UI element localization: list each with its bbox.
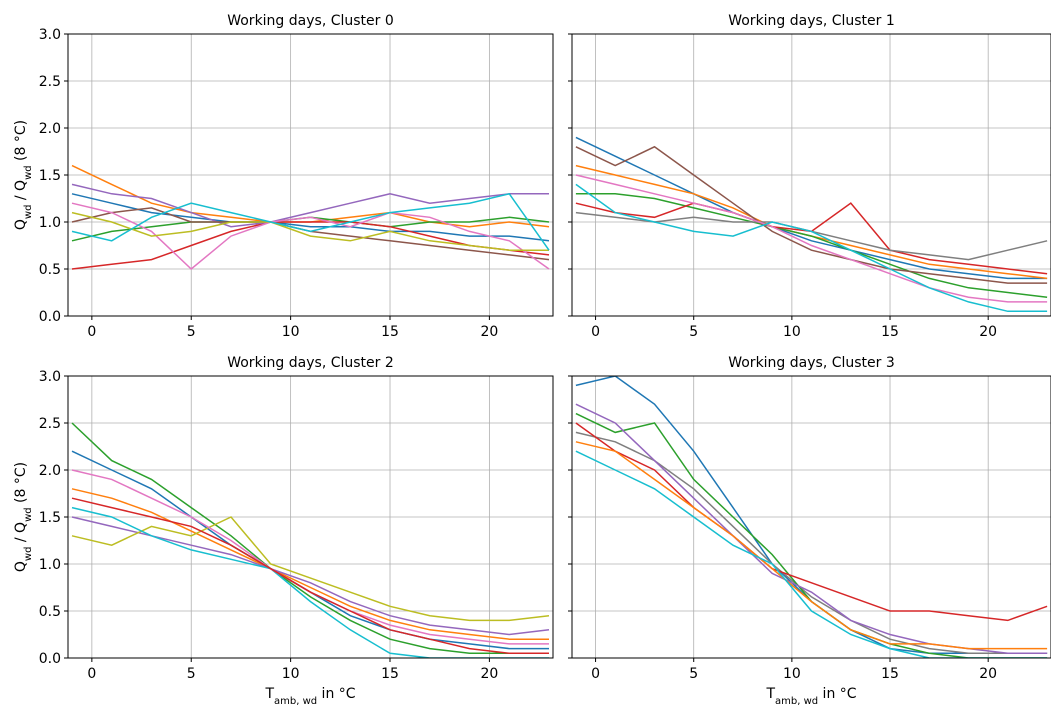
- x-axis-label-part: amb, wd: [274, 696, 317, 706]
- series-line: [71, 192, 550, 251]
- subplot: 0.0 0.5 1.0 1.5 2.0 2.5 3.0 0 5 10 15 20 Working day…: [13, 355, 554, 706]
- y-tick-label: 1.0: [39, 215, 61, 231]
- x-tick-label: 0: [591, 324, 600, 340]
- x-axis-label-part: amb, wd: [775, 696, 818, 706]
- subplot-title: Working days, Cluster 2: [227, 355, 394, 371]
- series-line: [71, 450, 549, 650]
- y-axis-label-part: wd: [23, 547, 34, 562]
- axes-frame: [67, 375, 554, 659]
- series-line: [575, 412, 1048, 658]
- series-line: [71, 422, 549, 655]
- series-line: [575, 136, 1048, 280]
- y-axis-label-part: wd: [23, 507, 34, 522]
- series-line: [575, 441, 1048, 650]
- x-tick-label: 0: [87, 324, 96, 340]
- x-tick-label: 15: [881, 324, 899, 340]
- x-tick-label: 10: [282, 324, 300, 340]
- series-line: [71, 183, 549, 228]
- y-axis-label-part: / Q: [13, 180, 29, 205]
- x-axis-label-part: T: [264, 686, 274, 702]
- series-line: [575, 450, 1048, 658]
- series-line: [575, 202, 1048, 275]
- x-axis-label-part: in °C: [818, 686, 857, 702]
- x-axis-label: Tamb, wd in °C: [765, 686, 856, 706]
- x-tick-label: 20: [979, 324, 997, 340]
- series-line: [575, 193, 1048, 298]
- y-tick-label: 3.0: [39, 369, 61, 385]
- axes-frame: [571, 33, 1051, 317]
- lines: [575, 376, 1048, 658]
- series-line: [575, 174, 1048, 303]
- x-tick-label: 15: [881, 666, 899, 682]
- x-tick-label: 15: [381, 666, 399, 682]
- y-axis-label-part: wd: [23, 165, 34, 180]
- y-tick-label: 0.0: [39, 309, 61, 325]
- y-tick-label: 2.5: [39, 416, 61, 432]
- subplot: 0.0 0.5 1.0 1.5 2.0 2.5 3.0 0 5 10 15 20 Working day…: [13, 13, 554, 340]
- subplot: 0 5 10 15 20 Working days, Cluster 3 Tamb, wd …: [568, 355, 1051, 706]
- series-line: [71, 193, 550, 242]
- y-tick-label: 0.5: [39, 604, 61, 620]
- series-line: [71, 506, 549, 658]
- x-tick-label: 0: [591, 666, 600, 682]
- series-line: [575, 422, 1048, 622]
- y-axis-label: Qwd / Qwd (8 °C): [13, 120, 34, 230]
- x-tick-label: 10: [783, 666, 801, 682]
- series-line: [71, 216, 550, 242]
- lines: [575, 136, 1048, 313]
- x-axis-label-part: in °C: [317, 686, 356, 702]
- x-tick-label: 20: [979, 666, 997, 682]
- series-line: [575, 145, 1048, 284]
- x-tick-label: 5: [689, 666, 698, 682]
- y-axis-label-part: (8 °C): [13, 462, 29, 508]
- x-tick-label: 5: [187, 324, 196, 340]
- series-line: [575, 183, 1048, 313]
- axes-frame: [571, 375, 1051, 659]
- x-axis-label-part: T: [765, 686, 775, 702]
- series-line: [71, 211, 549, 251]
- series-line: [71, 497, 549, 655]
- y-axis-label: Qwd / Qwd (8 °C): [13, 462, 34, 572]
- y-tick-label: 3.0: [39, 27, 61, 43]
- y-tick-label: 2.0: [39, 121, 61, 137]
- subplot-title: Working days, Cluster 0: [227, 13, 394, 29]
- series-line: [71, 488, 549, 640]
- series-line: [71, 202, 550, 271]
- y-axis-label-part: wd: [23, 205, 34, 220]
- x-tick-label: 5: [187, 666, 196, 682]
- subplot: 0 5 10 15 20 Working days, Cluster 1: [568, 13, 1051, 340]
- x-tick-label: 15: [381, 324, 399, 340]
- y-axis-label-part: / Q: [13, 522, 29, 547]
- x-axis-label: Tamb, wd in °C: [264, 686, 355, 706]
- lines: [71, 164, 550, 271]
- y-tick-label: 0.5: [39, 262, 61, 278]
- y-tick-label: 1.5: [39, 168, 61, 184]
- subplot-title: Working days, Cluster 3: [728, 355, 895, 371]
- x-tick-label: 0: [87, 666, 96, 682]
- y-axis-label-part: Q: [13, 561, 29, 572]
- y-axis-label-part: Q: [13, 219, 29, 230]
- x-tick-label: 10: [282, 666, 300, 682]
- y-tick-label: 1.5: [39, 510, 61, 526]
- x-tick-label: 20: [480, 324, 498, 340]
- lines: [71, 422, 550, 658]
- series-line: [71, 516, 550, 622]
- x-tick-label: 10: [783, 324, 801, 340]
- series-line: [71, 221, 550, 270]
- series-line: [71, 469, 549, 645]
- series-line: [71, 516, 550, 636]
- x-tick-label: 5: [689, 324, 698, 340]
- axes-frame: [67, 33, 554, 317]
- subplot-title: Working days, Cluster 1: [728, 13, 895, 29]
- y-axis-label-part: (8 °C): [13, 120, 29, 166]
- y-tick-label: 0.0: [39, 651, 61, 667]
- y-tick-label: 1.0: [39, 557, 61, 573]
- y-tick-label: 2.5: [39, 74, 61, 90]
- x-tick-label: 20: [480, 666, 498, 682]
- y-tick-label: 2.0: [39, 463, 61, 479]
